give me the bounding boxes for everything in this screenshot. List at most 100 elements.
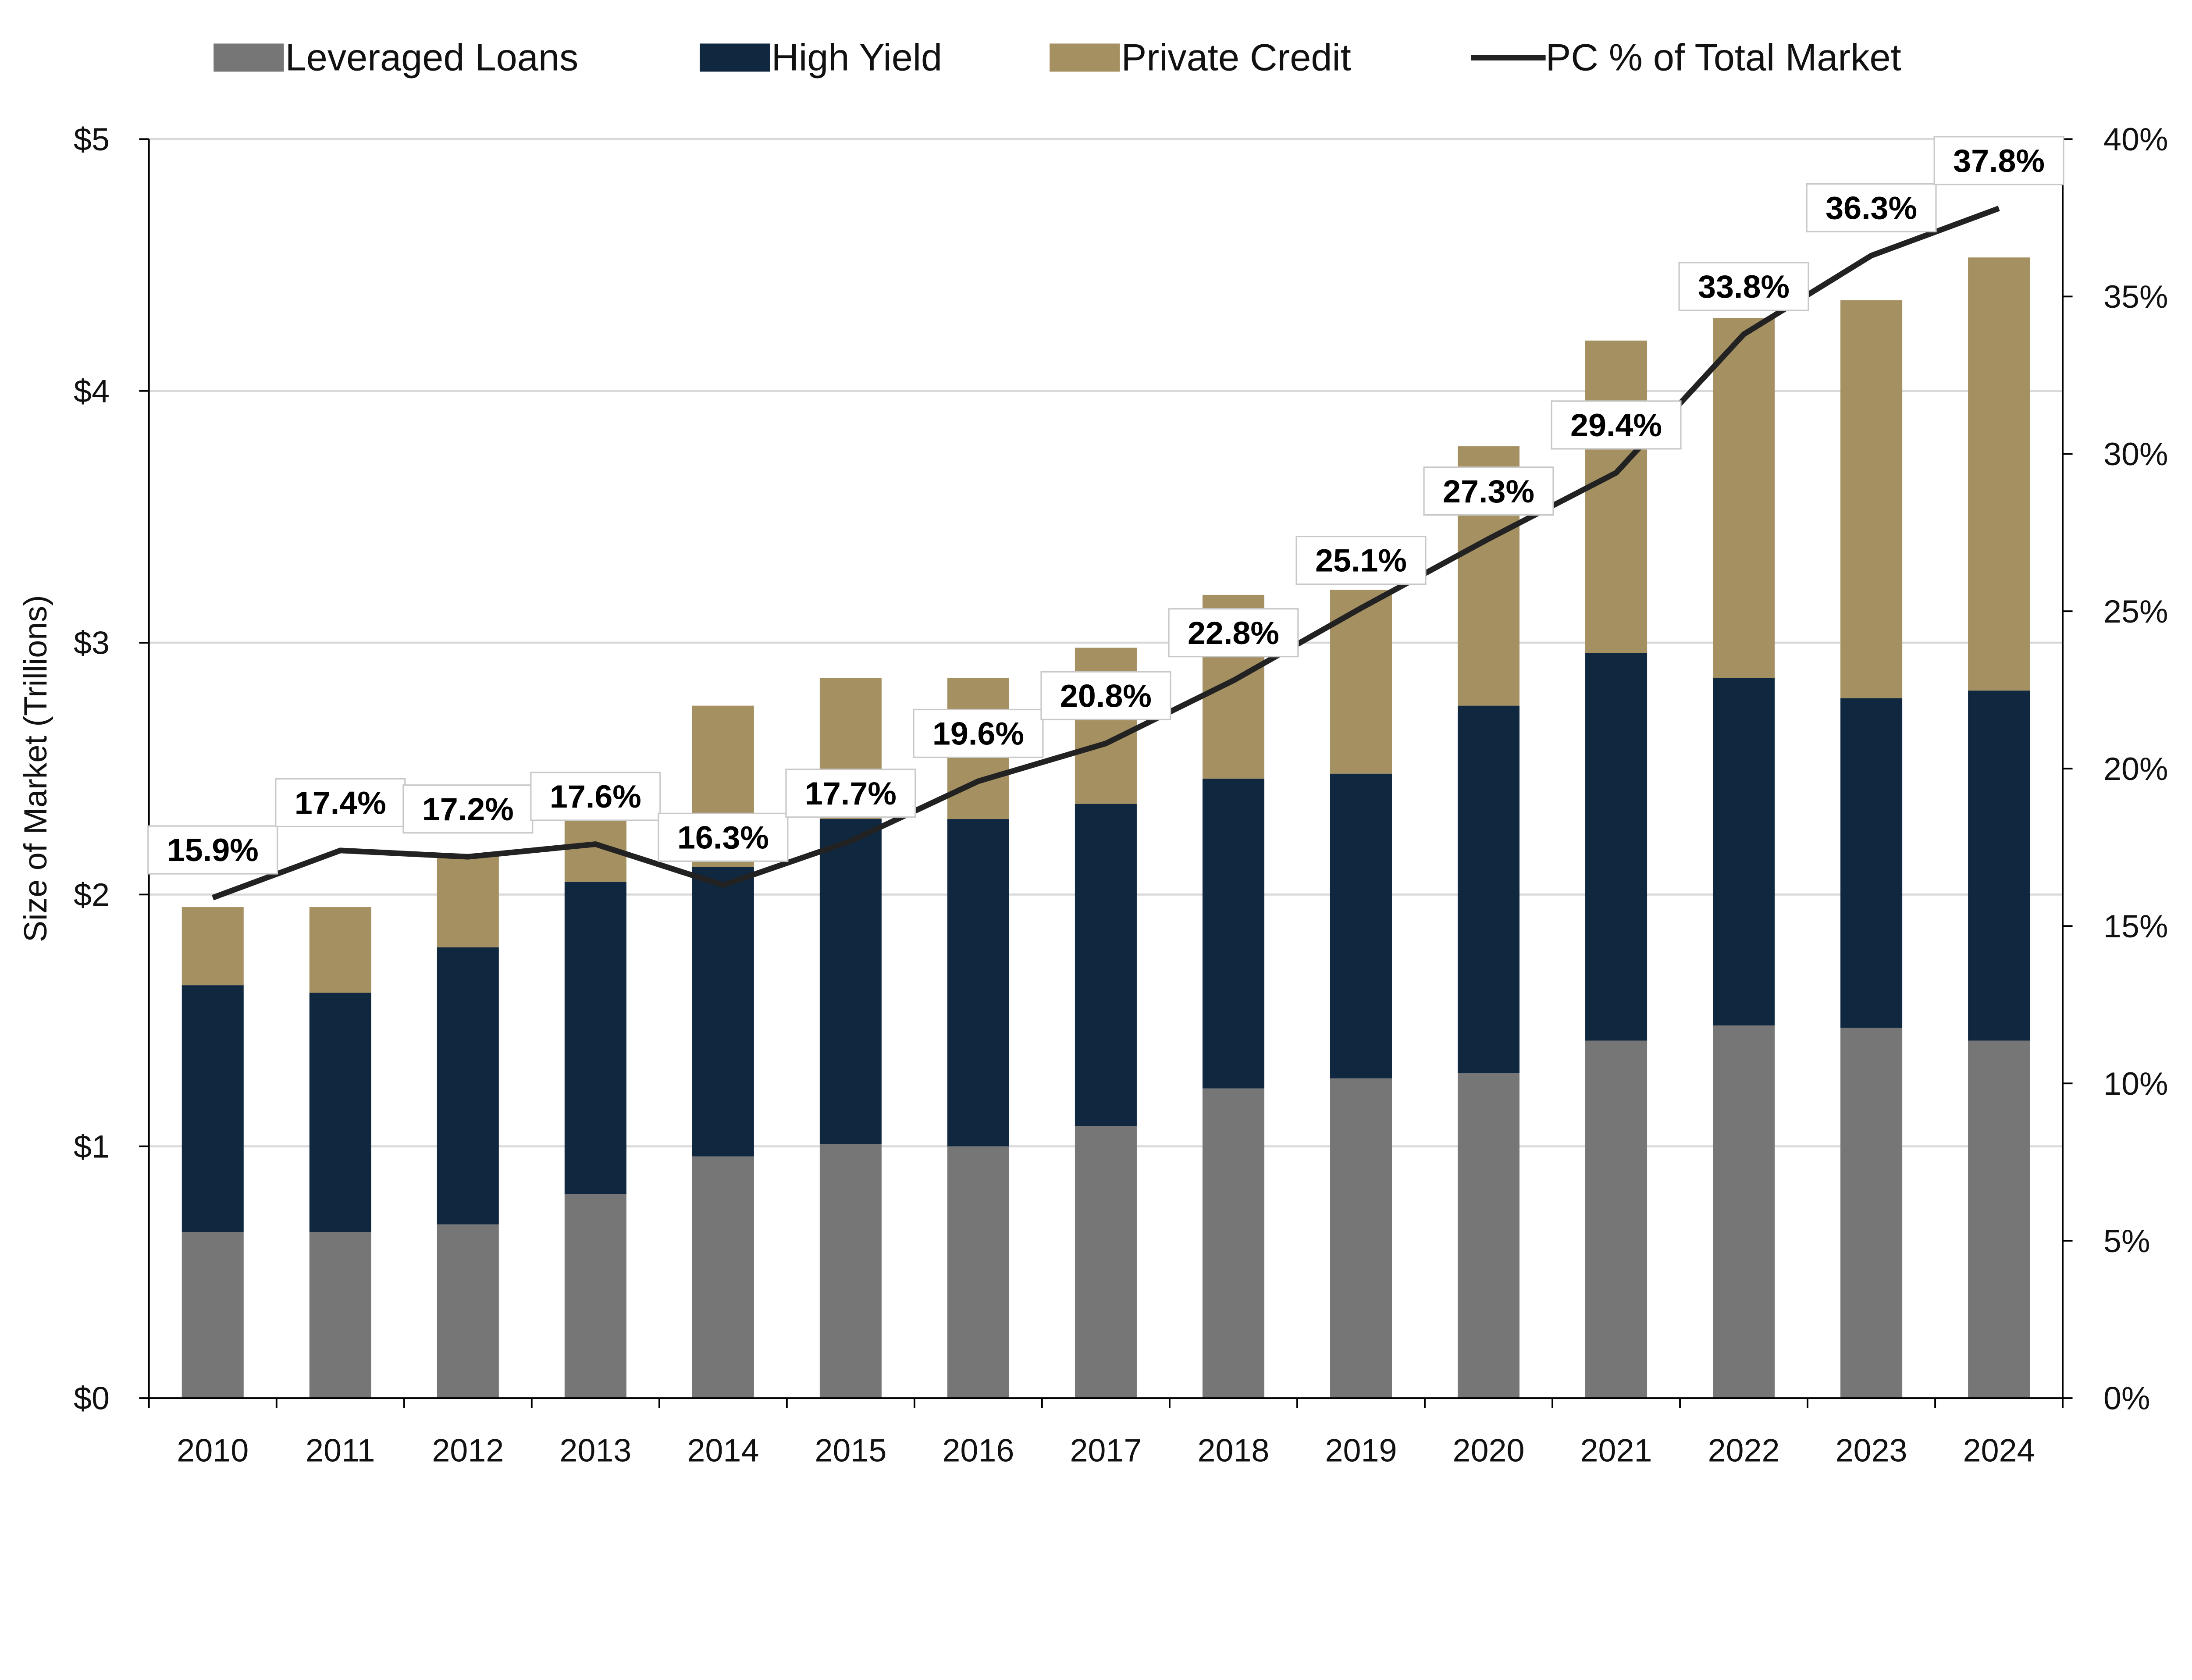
bar-high-yield [1075,804,1137,1126]
x-tick-label: 2016 [942,1432,1014,1468]
x-tick-label: 2019 [1325,1432,1397,1468]
y2-tick-label: 0% [2103,1380,2150,1417]
bar-high-yield [692,867,754,1157]
bar-leveraged-loans [819,1143,882,1399]
bar-high-yield [1713,678,1775,1026]
x-tick-label: 2023 [1836,1432,1907,1468]
data-label: 36.3% [1825,190,1917,226]
data-label: 17.6% [550,778,641,815]
data-label: 27.3% [1443,473,1534,509]
bar-private-credit [309,907,371,993]
data-label-box [658,812,789,862]
data-label: 17.2% [422,791,514,827]
data-label-box [1040,671,1171,720]
y2-tick-label: 5% [2103,1223,2150,1259]
bar-high-yield [819,819,882,1144]
bar-high-yield [1585,652,1648,1041]
x-tick-label: 2022 [1708,1432,1780,1468]
bar-leveraged-loans [564,1194,626,1399]
line-pc-pct-of-total [212,206,2000,901]
y-tick-label: $0 [74,1380,110,1417]
data-label-box [913,708,1044,758]
data-label: 25.1% [1315,542,1407,579]
data-label: 15.9% [167,832,259,868]
bar-leveraged-loans [1585,1040,1648,1399]
data-label-box [1678,262,1809,311]
data-label-box [147,825,278,875]
bar-leveraged-loans [1840,1028,1903,1399]
bar-private-credit [1840,300,1903,698]
bar-leveraged-loans [1075,1126,1137,1399]
bar-high-yield [181,985,244,1232]
chart: $0 $1 $2 $3 $4 $5 0% 5% 10% 15% 20% 25% 30% 35% 40% 201… [17,36,2168,1468]
bar-private-credit [181,907,244,986]
x-tick-label: 2020 [1453,1432,1525,1468]
data-label: 33.8% [1698,268,1790,305]
y2-tick-label: 25% [2103,593,2168,630]
x-tick-label: 2017 [1070,1432,1142,1468]
data-label-box [785,769,916,818]
y2-tick-label: 30% [2103,436,2168,472]
y2-tick-label: 20% [2103,751,2168,787]
legend-label: High Yield [772,36,943,78]
y2-tick-label: 15% [2103,908,2168,944]
x-tick-label: 2010 [177,1432,249,1468]
bar-leveraged-loans [1202,1088,1264,1399]
legend: Leveraged Loans High Yield Private Credit P… [214,36,1901,78]
legend-swatch [1050,43,1120,72]
data-label-box [1295,535,1427,585]
bar-leveraged-loans [1330,1078,1392,1399]
data-label-box [402,784,534,834]
x-tick-label: 2013 [559,1432,631,1468]
x-tick-label: 2015 [815,1432,886,1468]
data-label-box [1423,466,1554,516]
bar-leveraged-loans [692,1156,754,1399]
bar-high-yield [437,947,499,1224]
x-tick-label: 2011 [306,1432,375,1468]
data-label-box [1168,608,1299,658]
bar-leveraged-loans [1457,1073,1520,1399]
data-label: 22.8% [1188,615,1279,651]
bar-high-yield [1457,705,1520,1074]
y-tick-label: $5 [74,121,110,157]
bar-high-yield [564,882,626,1194]
y2-tick-label: 10% [2103,1065,2168,1102]
bar-private-credit [437,854,499,947]
bar-leveraged-loans [181,1232,244,1399]
bar-private-credit [1713,318,1775,678]
legend-label: PC % of Total Market [1546,36,1901,78]
bar-private-credit [1585,340,1648,653]
x-tick-label: 2021 [1580,1432,1652,1468]
y-tick-label: $3 [74,625,110,661]
y-tick-label: $4 [74,373,110,409]
y-axis-title: Size of Market (Trillions) [17,595,53,942]
axes: $0 $1 $2 $3 $4 $5 0% 5% 10% 15% 20% 25% 30% 35% 40% 201… [74,121,2168,1468]
bar-high-yield [1840,698,1903,1028]
x-tick-label: 2018 [1197,1432,1269,1468]
legend-label: Leveraged Loans [285,36,579,78]
data-label-box [1551,400,1682,450]
bar-leveraged-loans [437,1224,499,1399]
legend-label: Private Credit [1121,36,1351,78]
y-tick-label: $2 [74,876,110,913]
data-label: 17.4% [295,785,386,821]
bar-leveraged-loans [947,1146,1009,1399]
data-label-box [1933,136,2064,185]
data-label: 29.4% [1570,407,1662,443]
y2-tick-label: 35% [2103,278,2168,315]
data-label: 37.8% [1953,142,2045,179]
pc-line [212,206,2000,901]
data-label: 17.7% [805,775,897,812]
bar-leveraged-loans [1713,1025,1775,1399]
bar-high-yield [1330,773,1392,1078]
bar-high-yield [309,993,371,1232]
legend-swatch [214,43,284,72]
bar-private-credit [1968,257,2030,691]
y2-tick-label: 40% [2103,121,2168,157]
x-tick-label: 2014 [687,1432,759,1468]
bar-leveraged-loans [1968,1040,2030,1399]
data-label: 20.8% [1060,677,1152,714]
bar-high-yield [947,819,1009,1146]
data-label: 19.6% [932,715,1024,752]
legend-swatch [700,43,770,72]
